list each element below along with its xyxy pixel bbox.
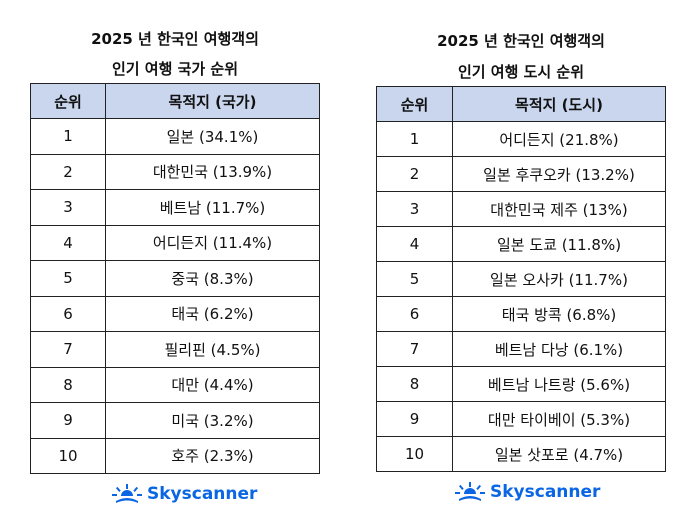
- table-row: 4 일본 도쿄 (11.8%): [376, 226, 666, 262]
- table-row: 9 대만 타이베이 (5.3%): [376, 401, 666, 437]
- destination-cell: 호주 (2.3%): [105, 437, 320, 474]
- header-row: 순위 목적지 (도시): [376, 86, 666, 122]
- title-line: 2025 년 한국인 여행객의: [91, 30, 259, 48]
- rank-cell: 3: [30, 189, 106, 226]
- rank-cell: 2: [376, 156, 453, 192]
- title-line: 인기 여행 도시 순위: [457, 63, 585, 81]
- rank-cell: 9: [376, 401, 453, 437]
- destination-cell: 일본 도쿄 (11.8%): [452, 226, 666, 262]
- destination-cell: 대한민국 제주 (13%): [452, 191, 666, 227]
- header-cell: 순위: [376, 86, 453, 122]
- table-row: 3 베트남 (11.7%): [30, 189, 320, 226]
- ranking-table: 순위 목적지 (국가) 1 일본 (34.1%) 2 대한민국 (13.9%) 3 베트남 (…: [30, 83, 320, 474]
- header-cell: 목적지 (국가): [105, 83, 320, 119]
- table-row: 8 베트남 나트랑 (5.6%): [376, 366, 666, 402]
- destination-cell: 베트남 (11.7%): [105, 189, 320, 226]
- table-row: 2 일본 후쿠오카 (13.2%): [376, 156, 666, 192]
- destination-cell: 태국 (6.2%): [105, 295, 320, 332]
- rank-cell: 3: [376, 191, 453, 227]
- table-row: 7 베트남 다낭 (6.1%): [376, 331, 666, 367]
- table-row: 5 일본 오사카 (11.7%): [376, 261, 666, 297]
- destination-cell: 어디든지 (11.4%): [105, 224, 320, 261]
- ranking-table: 순위 목적지 (도시) 1 어디든지 (21.8%) 2 일본 후쿠오카 (13.2%) 3…: [376, 86, 666, 472]
- rank-cell: 10: [30, 437, 106, 474]
- table-row: 10 호주 (2.3%): [30, 437, 320, 474]
- rank-cell: 7: [30, 331, 106, 368]
- destination-cell: 대만 (4.4%): [105, 366, 320, 403]
- rank-cell: 8: [30, 366, 106, 403]
- table-row: 2 대한민국 (13.9%): [30, 153, 320, 190]
- header-cell: 목적지 (도시): [452, 86, 666, 122]
- rank-cell: 1: [376, 121, 453, 157]
- logo-text: Skyscanner: [147, 484, 258, 504]
- logo-icon: [455, 482, 485, 501]
- destination-cell: 일본 오사카 (11.7%): [452, 261, 666, 297]
- rank-cell: 6: [376, 296, 453, 332]
- title-line: 2025 년 한국인 여행객의: [437, 32, 605, 50]
- rank-cell: 10: [376, 436, 453, 472]
- rank-cell: 4: [30, 224, 106, 261]
- rank-cell: 2: [30, 153, 106, 190]
- logo: Skyscanner: [112, 484, 257, 504]
- destination-cell: 어디든지 (21.8%): [452, 121, 666, 157]
- table-row: 7 필리핀 (4.5%): [30, 331, 320, 368]
- logo-icon: [112, 484, 142, 503]
- destination-cell: 베트남 나트랑 (5.6%): [452, 366, 666, 402]
- table-row: 6 태국 (6.2%): [30, 295, 320, 332]
- rank-cell: 4: [376, 226, 453, 262]
- table-row: 10 일본 삿포로 (4.7%): [376, 436, 666, 472]
- logo-text: Skyscanner: [490, 482, 601, 502]
- destination-cell: 대한민국 (13.9%): [105, 153, 320, 190]
- destination-cell: 일본 후쿠오카 (13.2%): [452, 156, 666, 192]
- rank-cell: 5: [30, 260, 106, 297]
- header-cell: 순위: [30, 83, 106, 119]
- logo: Skyscanner: [455, 482, 600, 502]
- title-line: 인기 여행 국가 순위: [111, 60, 239, 78]
- destination-cell: 베트남 다낭 (6.1%): [452, 331, 666, 367]
- destination-cell: 대만 타이베이 (5.3%): [452, 401, 666, 437]
- table-row: 1 일본 (34.1%): [30, 118, 320, 155]
- header-row: 순위 목적지 (국가): [30, 83, 320, 119]
- rank-cell: 5: [376, 261, 453, 297]
- destination-cell: 중국 (8.3%): [105, 260, 320, 297]
- table-row: 5 중국 (8.3%): [30, 260, 320, 297]
- destination-cell: 미국 (3.2%): [105, 402, 320, 439]
- destination-cell: 일본 (34.1%): [105, 118, 320, 155]
- destination-cell: 일본 삿포로 (4.7%): [452, 436, 666, 472]
- rank-cell: 8: [376, 366, 453, 402]
- rank-cell: 6: [30, 295, 106, 332]
- table-row: 8 대만 (4.4%): [30, 366, 320, 403]
- table-row: 3 대한민국 제주 (13%): [376, 191, 666, 227]
- rank-cell: 1: [30, 118, 106, 155]
- rank-cell: 7: [376, 331, 453, 367]
- table-row: 4 어디든지 (11.4%): [30, 224, 320, 261]
- table-row: 9 미국 (3.2%): [30, 402, 320, 439]
- rank-cell: 9: [30, 402, 106, 439]
- destination-cell: 필리핀 (4.5%): [105, 331, 320, 368]
- destination-cell: 태국 방콕 (6.8%): [452, 296, 666, 332]
- table-row: 6 태국 방콕 (6.8%): [376, 296, 666, 332]
- table-row: 1 어디든지 (21.8%): [376, 121, 666, 157]
